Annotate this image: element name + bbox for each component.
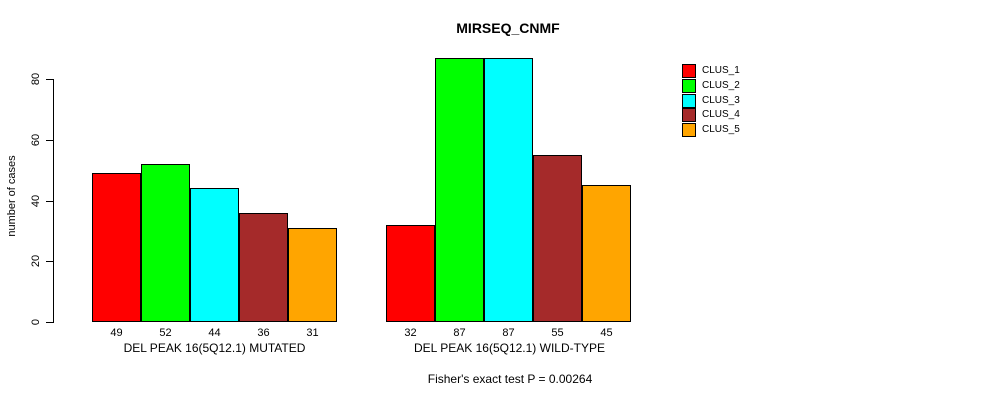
bar-CLUS_1 [92,173,141,322]
bar-CLUS_2 [435,57,484,322]
legend-item-CLUS_4: CLUS_4 [682,108,740,123]
bar-value-label: 52 [159,327,172,339]
legend-label: CLUS_1 [702,65,740,77]
bar-CLUS_1 [386,224,435,322]
bar-value-label: 49 [110,327,123,339]
bar-CLUS_2 [141,164,190,322]
legend-item-CLUS_2: CLUS_2 [682,79,740,94]
x-group-label-wildtype: DEL PEAK 16(5Q12.1) WILD-TYPE [414,341,605,355]
bar-value-label: 87 [453,327,466,339]
y-axis-tick-label: 60 [30,133,42,146]
legend-swatch [682,123,696,138]
legend-item-CLUS_3: CLUS_3 [682,93,740,108]
y-axis-tick-label: 0 [30,318,42,326]
bar-value-label: 55 [551,327,564,339]
bar-value-label: 44 [208,327,221,339]
bar-CLUS_5 [288,227,337,322]
y-axis-tick [46,139,53,141]
bar-CLUS_3 [190,188,239,322]
bar-CLUS_3 [484,57,533,322]
bar-value-label: 32 [404,327,417,339]
legend-label: CLUS_4 [702,109,740,121]
bar-value-label: 36 [257,327,270,339]
y-axis-tick-label: 80 [30,72,42,86]
bar-CLUS_4 [239,212,288,322]
legend-swatch [682,108,696,123]
bar-value-label: 31 [306,327,319,339]
y-axis-tick-label: 20 [30,255,42,268]
legend-swatch [682,64,696,79]
legend: CLUS_1 CLUS_2 CLUS_3 CLUS_4 CLUS_5 [682,64,740,138]
y-axis-tick [46,322,53,323]
bar-value-label: 87 [502,327,515,339]
legend-swatch [682,79,696,94]
bar-CLUS_5 [582,185,631,322]
y-axis-tick [46,79,53,80]
legend-label: CLUS_2 [702,80,740,92]
bar-CLUS_4 [533,154,582,322]
y-axis-tick-label: 40 [30,194,42,207]
bar-value-label: 45 [600,327,613,339]
y-axis-line [53,79,54,323]
legend-item-CLUS_5: CLUS_5 [682,123,740,138]
legend-label: CLUS_5 [702,124,740,136]
legend-swatch [682,93,696,108]
chart-title: MIRSEQ_CNMF [456,20,560,36]
fisher-test-annotation: Fisher's exact test P = 0.00264 [427,372,593,386]
y-axis-title: number of cases [6,155,18,237]
legend-label: CLUS_3 [702,94,740,106]
legend-item-CLUS_1: CLUS_1 [682,64,740,79]
y-axis-tick [46,261,53,263]
y-axis-tick [46,200,53,202]
x-group-label-mutated: DEL PEAK 16(5Q12.1) MUTATED [123,341,306,355]
